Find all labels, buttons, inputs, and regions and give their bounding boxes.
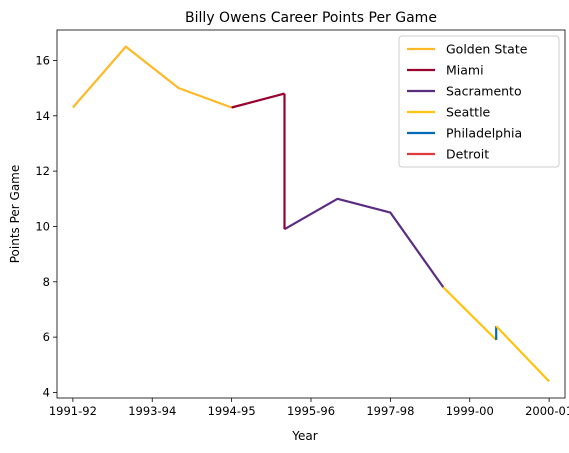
y-tick-label: 14 bbox=[35, 109, 50, 123]
x-tick-label: 1997-98 bbox=[366, 404, 414, 418]
x-tick-label: 2000-01 bbox=[525, 404, 569, 418]
series-line-golden-state bbox=[72, 45, 232, 109]
x-tick-label: 1994-95 bbox=[208, 404, 256, 418]
legend-label-seattle: Seattle bbox=[446, 105, 491, 120]
y-tick-label: 10 bbox=[35, 219, 50, 233]
series-lines bbox=[72, 45, 550, 383]
legend: Golden State Miami Sacramento Seattle Philad… bbox=[398, 35, 560, 168]
y-tick-label: 4 bbox=[43, 385, 50, 399]
y-tick-label: 12 bbox=[35, 164, 50, 178]
series-line-sacramento bbox=[283, 197, 445, 288]
legend-box bbox=[398, 35, 560, 168]
series-line-miami bbox=[231, 92, 285, 109]
y-axis: 4 6 8 10 12 14 16 bbox=[35, 53, 57, 399]
x-tick-label: 1991-92 bbox=[49, 404, 97, 418]
y-tick-label: 16 bbox=[35, 53, 50, 67]
y-tick-label: 8 bbox=[43, 275, 50, 289]
series-line-seattle bbox=[442, 286, 497, 341]
series-line-seattle bbox=[495, 325, 550, 383]
y-axis-label: Points Per Game bbox=[8, 165, 22, 264]
y-tick-label: 6 bbox=[43, 330, 50, 344]
x-tick-label: 1995-96 bbox=[287, 404, 335, 418]
legend-label-miami: Miami bbox=[446, 63, 484, 78]
x-tick-label: 1993-94 bbox=[128, 404, 176, 418]
x-axis: 1991-92 1993-94 1994-95 1995-96 1997-98 1999-… bbox=[49, 398, 569, 418]
x-axis-label: Year bbox=[291, 429, 317, 443]
legend-label-golden-state: Golden State bbox=[446, 42, 528, 57]
legend-label-philadelphia: Philadelphia bbox=[446, 126, 522, 141]
legend-label-sacramento: Sacramento bbox=[446, 84, 522, 99]
chart-title: Billy Owens Career Points Per Game bbox=[185, 10, 437, 26]
legend-label-detroit: Detroit bbox=[446, 147, 489, 162]
x-tick-label: 1999-00 bbox=[446, 404, 494, 418]
